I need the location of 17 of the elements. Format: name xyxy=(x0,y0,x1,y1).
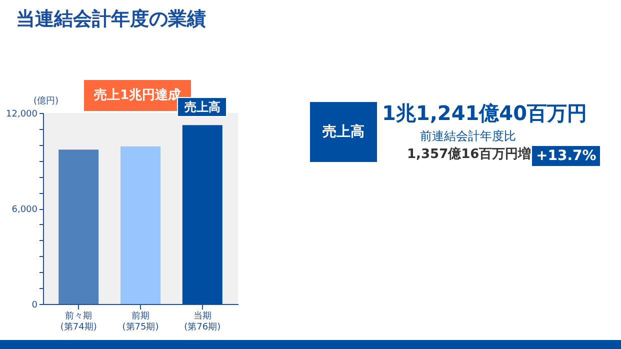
text: 1,357億16百万円増 xyxy=(407,147,532,162)
bar xyxy=(182,125,222,304)
text: 前連結会計年度比 xyxy=(420,129,516,143)
text: +13.7% xyxy=(532,146,600,166)
y-axis-title: (億円) xyxy=(34,96,59,106)
x-tick-label: 前々期 (第74期) xyxy=(60,310,97,332)
text: 1兆1,241億40百万円 xyxy=(382,101,588,125)
bar xyxy=(120,146,160,304)
bar xyxy=(58,150,99,304)
x-tick-label: 当期 (第76期) xyxy=(184,310,221,332)
annotation: 売上高 xyxy=(184,100,220,114)
x-tick-label: 前期 (第75期) xyxy=(122,310,159,332)
y-tick-label: 0 xyxy=(32,300,38,310)
text: 売上高 xyxy=(310,102,377,162)
y-tick-label: 6,000 xyxy=(12,205,38,215)
y-tick-label: 12,000 xyxy=(6,110,38,120)
chart-title: 当連結会計年度の業績 xyxy=(16,7,206,32)
